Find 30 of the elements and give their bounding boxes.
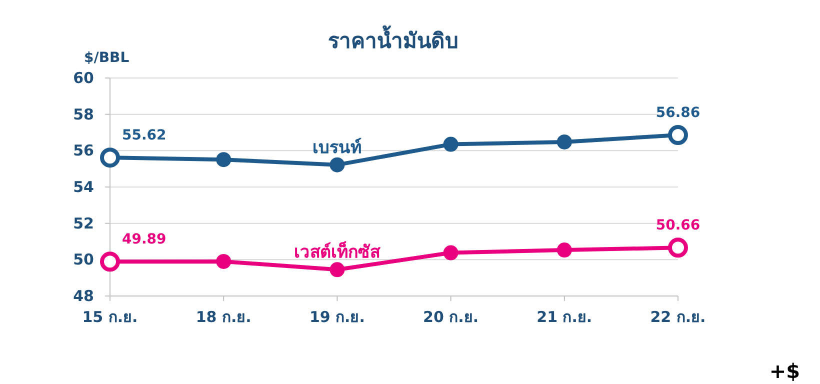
- x-tick-label: 15 ก.ย.: [82, 308, 138, 326]
- y-axis-title: $/BBL: [84, 50, 130, 66]
- data-label: 49.89: [122, 232, 166, 248]
- data-label: 55.62: [122, 128, 166, 144]
- point: [556, 134, 572, 150]
- data-label: 50.66: [656, 218, 700, 234]
- x-tick-label: 20 ก.ย.: [423, 308, 479, 326]
- y-tick-label: 56: [73, 142, 94, 160]
- series-label: เวสต์เท็กซัส: [294, 240, 382, 263]
- y-tick-label: 58: [73, 105, 94, 124]
- y-tick-label: 50: [73, 250, 94, 269]
- point: [216, 152, 232, 168]
- point: [443, 136, 458, 152]
- series-label: เบรนท์: [312, 136, 362, 158]
- chart-title: ราคาน้ำมันดิบ: [328, 25, 458, 53]
- y-tick-label: 52: [73, 214, 94, 232]
- x-tick-label: 21 ก.ย.: [536, 308, 592, 326]
- data-label: 56.86: [656, 105, 700, 122]
- x-tick-label: 22 ก.ย.: [650, 308, 706, 326]
- point: [216, 254, 232, 269]
- point: [443, 245, 458, 260]
- x-tick-label: 18 ก.ย.: [196, 308, 252, 326]
- y-tick-label: 54: [73, 178, 94, 196]
- point: [556, 242, 572, 258]
- text: +$: [769, 359, 800, 383]
- point: [330, 262, 345, 278]
- point: [330, 157, 345, 172]
- y-tick-label: 60: [73, 69, 94, 87]
- y-tick-label: 48: [73, 287, 94, 305]
- x-tick-label: 19 ก.ย.: [309, 308, 365, 326]
